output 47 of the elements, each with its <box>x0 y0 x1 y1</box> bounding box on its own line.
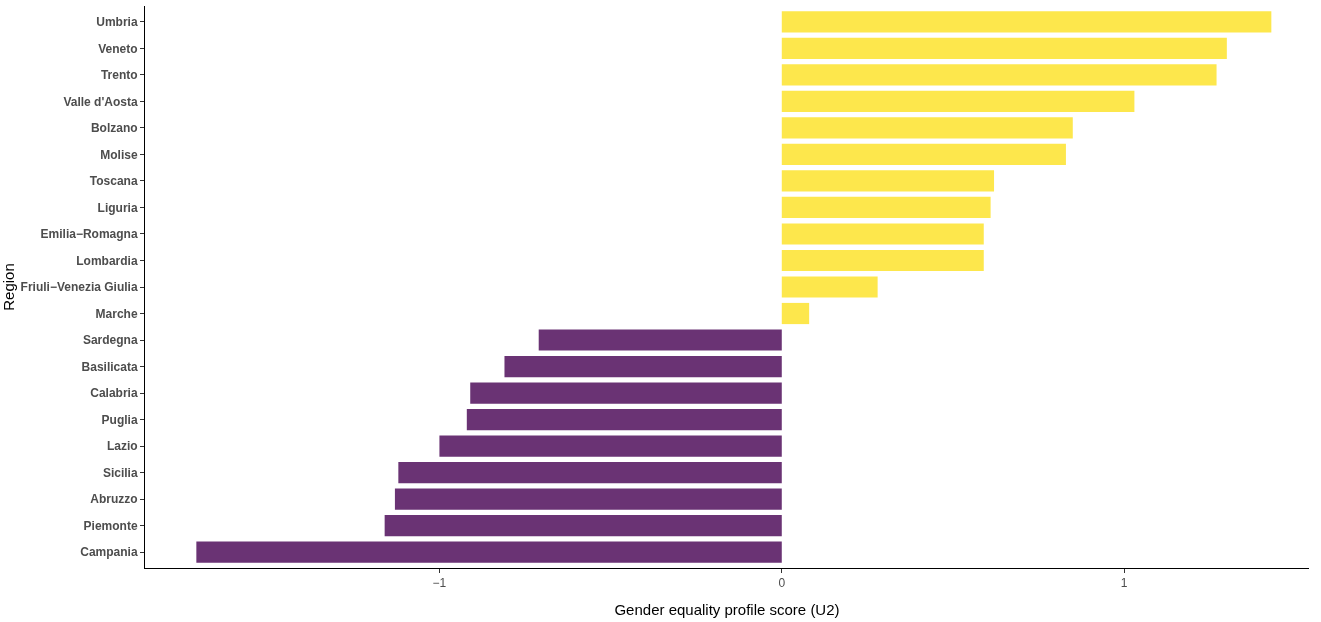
bar <box>196 541 782 563</box>
bar <box>781 276 878 298</box>
y-tick-label: Molise <box>100 147 138 162</box>
bar <box>781 64 1217 86</box>
y-tick-label: Liguria <box>97 200 138 215</box>
bar <box>384 514 782 537</box>
x-tick-label: −1 <box>432 576 447 591</box>
y-tick-label: Friuli−Venezia Giulia <box>20 280 138 295</box>
bar <box>781 37 1227 60</box>
x-axis-title: Gender equality profile score (U2) <box>614 601 840 619</box>
y-tick-label: Veneto <box>98 41 138 56</box>
y-tick-label: Sardegna <box>82 333 138 348</box>
y-tick-label: Toscana <box>89 174 138 189</box>
bar <box>781 249 984 272</box>
bar <box>504 355 782 378</box>
bar <box>781 117 1073 139</box>
y-tick-label: Bolzano <box>90 121 138 136</box>
y-tick-label: Piemonte <box>83 518 138 533</box>
y-tick-label: Lombardia <box>76 253 138 268</box>
bar <box>470 382 782 404</box>
bar <box>781 170 995 192</box>
bar <box>394 488 782 510</box>
x-tick-label: 0 <box>778 576 786 591</box>
y-axis-title: Region <box>0 263 17 311</box>
bar <box>781 90 1135 113</box>
y-tick-label: Valle d'Aosta <box>63 94 138 109</box>
y-tick-label: Lazio <box>106 439 138 454</box>
y-tick-label: Abruzzo <box>90 492 138 507</box>
bar <box>781 302 810 325</box>
bar <box>781 11 1272 33</box>
bar <box>398 461 782 484</box>
bar <box>538 329 782 351</box>
bar <box>781 143 1066 166</box>
y-tick-label: Calabria <box>90 386 138 401</box>
bar <box>781 196 991 219</box>
y-tick-label: Trento <box>100 68 138 83</box>
y-tick-label: Sicilia <box>102 465 138 480</box>
y-tick-label: Emilia−Romagna <box>40 227 138 242</box>
y-tick-label: Marche <box>95 306 138 321</box>
y-tick-label: Puglia <box>101 412 138 427</box>
bar <box>439 435 782 457</box>
y-tick-label: Basilicata <box>81 359 138 374</box>
y-tick-label: Umbria <box>96 15 138 30</box>
x-tick-label: 1 <box>1120 576 1128 591</box>
y-tick-label: Campania <box>80 545 138 560</box>
bar <box>781 223 984 245</box>
bar <box>466 408 782 431</box>
